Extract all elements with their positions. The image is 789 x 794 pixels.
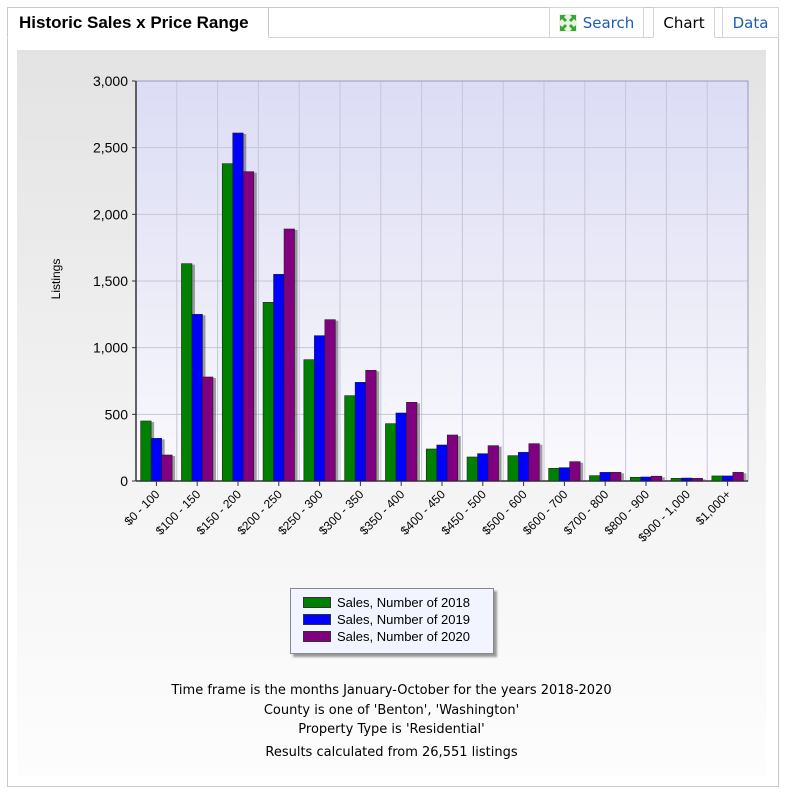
bar-2019 (722, 475, 734, 482)
tab-chart[interactable]: Chart (653, 7, 715, 38)
bar-2020 (732, 472, 744, 482)
bar-2018 (385, 423, 397, 482)
y-axis-label: Listings (49, 259, 63, 300)
bar-2020 (650, 475, 663, 482)
title-box: Historic Sales x Price Range (7, 7, 269, 38)
tab-search[interactable]: Search (549, 7, 644, 38)
bar-2018 (425, 448, 438, 482)
bar-2020 (242, 171, 255, 482)
legend-item-2019: Sales, Number of 2019 (303, 611, 470, 628)
bar-2020 (691, 478, 703, 482)
tab-search-label: Search (582, 13, 635, 32)
legend-item-2020: Sales, Number of 2020 (303, 628, 470, 645)
bar-2018 (670, 478, 682, 482)
bar-2020 (161, 454, 173, 482)
footer-county: County is one of 'Benton', 'Washington' (263, 703, 520, 718)
bar-2019 (354, 382, 366, 482)
bar-2019 (436, 444, 448, 482)
bar-2018 (344, 395, 356, 482)
bar-2019 (477, 453, 489, 482)
legend-swatch-2018 (303, 597, 331, 608)
footer-timeframe: Time frame is the months January-October… (171, 683, 612, 698)
legend-label-2020: Sales, Number of 2020 (337, 629, 470, 644)
bar-2018 (262, 302, 274, 482)
bar-2018 (507, 455, 519, 482)
bar-2019 (599, 472, 611, 482)
bar-2020 (406, 402, 418, 482)
legend-label-2018: Sales, Number of 2018 (337, 595, 470, 610)
chart-legend: Sales, Number of 2018 Sales, Number of 2… (290, 588, 494, 654)
bar-2018 (303, 359, 315, 482)
tab-data-label: Data (732, 13, 769, 32)
footer-results: Results calculated from 26,551 listings (265, 745, 518, 760)
bar-2020 (202, 376, 214, 482)
bar-2020 (528, 443, 540, 482)
bar-2019 (681, 477, 693, 482)
y-tick-label: 2,000 (93, 206, 128, 222)
bar-2019 (395, 412, 407, 482)
x-tick-label: $0 - 100 (121, 487, 162, 528)
bar-2020 (569, 461, 581, 482)
legend-swatch-2019 (303, 614, 331, 625)
legend-swatch-2020 (303, 631, 331, 642)
bar-2018 (140, 420, 152, 482)
bar-2019 (518, 452, 530, 482)
bar-2020 (365, 370, 377, 482)
bar-2018 (711, 475, 723, 482)
y-tick-label: 500 (105, 406, 129, 422)
bar-2020 (487, 445, 499, 482)
bar-2019 (558, 467, 570, 482)
bar-2018 (466, 456, 478, 482)
tab-chart-label: Chart (663, 13, 705, 32)
header-divider (7, 37, 779, 38)
tab-data[interactable]: Data (722, 7, 779, 38)
expand-arrows-icon (558, 13, 577, 32)
chart-area: 0 500 1,000 1,500 2,000 2,500 3,000 $0 - 100 $10… (17, 50, 766, 776)
bar-2019 (640, 476, 652, 482)
bar-2019 (273, 274, 285, 482)
bar-2018 (221, 163, 234, 482)
x-tick-label: $1,000+ (693, 487, 734, 528)
bar-2018 (589, 475, 601, 482)
bar-2020 (324, 319, 336, 482)
bar-2019 (314, 335, 326, 482)
bar-2020 (610, 472, 622, 482)
bar-2019 (191, 314, 203, 482)
legend-item-2018: Sales, Number of 2018 (303, 594, 470, 611)
y-tick-label: 1,000 (93, 340, 128, 356)
y-tick-label: 2,500 (93, 140, 128, 156)
y-tick-label: 1,500 (93, 273, 128, 289)
footer-property-type: Property Type is 'Residential' (298, 722, 485, 737)
y-tick-label: 0 (120, 473, 128, 489)
panel-title: Historic Sales x Price Range (19, 13, 249, 32)
bar-2018 (181, 263, 193, 482)
bar-2019 (232, 132, 244, 482)
bar-2019 (150, 438, 162, 482)
bar-2018 (548, 468, 560, 482)
bar-2018 (629, 476, 642, 482)
y-tick-label: 3,000 (93, 73, 128, 89)
bar-2020 (283, 228, 295, 482)
bar-2020 (446, 434, 459, 482)
legend-label-2019: Sales, Number of 2019 (337, 612, 470, 627)
